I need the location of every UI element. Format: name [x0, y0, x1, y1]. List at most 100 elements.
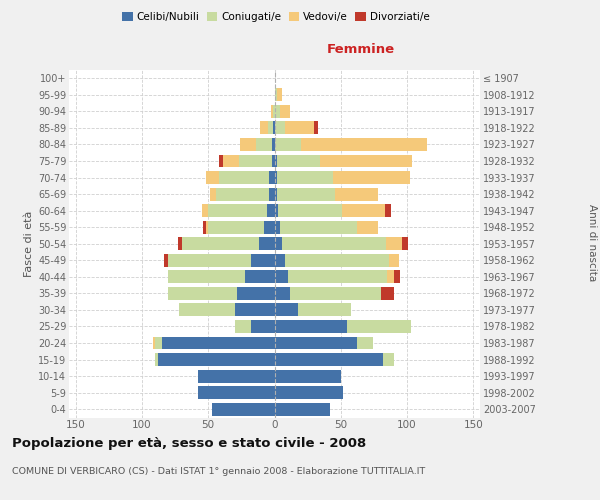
- Bar: [273, 122, 275, 134]
- Bar: [275, 353, 383, 366]
- Bar: [219, 171, 269, 184]
- Bar: [275, 287, 290, 300]
- Bar: [290, 287, 380, 300]
- Bar: [197, 370, 275, 382]
- Bar: [202, 204, 208, 217]
- Bar: [272, 154, 275, 168]
- Bar: [278, 204, 342, 217]
- Bar: [275, 270, 288, 283]
- Bar: [298, 304, 352, 316]
- Bar: [240, 138, 256, 151]
- Bar: [179, 304, 235, 316]
- Bar: [275, 254, 285, 267]
- Bar: [206, 171, 219, 184]
- Bar: [342, 204, 385, 217]
- Bar: [333, 171, 410, 184]
- Bar: [273, 105, 275, 118]
- Bar: [380, 287, 394, 300]
- Bar: [275, 386, 343, 399]
- Text: Femmine: Femmine: [327, 43, 395, 56]
- Bar: [356, 336, 373, 349]
- Bar: [208, 220, 264, 234]
- Bar: [238, 287, 275, 300]
- Bar: [389, 254, 399, 267]
- Bar: [251, 320, 275, 333]
- Bar: [314, 122, 318, 134]
- Bar: [206, 220, 208, 234]
- Bar: [223, 154, 239, 168]
- Bar: [235, 304, 275, 316]
- Bar: [275, 171, 277, 184]
- Bar: [335, 188, 378, 200]
- Bar: [178, 238, 182, 250]
- Bar: [275, 154, 277, 168]
- Bar: [283, 238, 386, 250]
- Y-axis label: Fasce di età: Fasce di età: [23, 210, 34, 277]
- Text: Anni di nascita: Anni di nascita: [587, 204, 597, 281]
- Bar: [219, 154, 223, 168]
- Bar: [264, 220, 275, 234]
- Bar: [387, 270, 394, 283]
- Bar: [162, 336, 275, 349]
- Legend: Celibi/Nubili, Coniugati/e, Vedovi/e, Divorziati/e: Celibi/Nubili, Coniugati/e, Vedovi/e, Di…: [118, 8, 434, 26]
- Bar: [155, 353, 158, 366]
- Bar: [182, 238, 259, 250]
- Bar: [269, 171, 275, 184]
- Bar: [277, 88, 283, 102]
- Bar: [251, 254, 275, 267]
- Bar: [216, 188, 269, 200]
- Bar: [266, 204, 275, 217]
- Bar: [275, 370, 341, 382]
- Bar: [275, 220, 280, 234]
- Bar: [158, 353, 275, 366]
- Bar: [212, 403, 275, 415]
- Bar: [271, 105, 273, 118]
- Bar: [385, 204, 391, 217]
- Bar: [285, 122, 314, 134]
- Bar: [347, 320, 411, 333]
- Bar: [402, 238, 409, 250]
- Bar: [383, 353, 394, 366]
- Bar: [280, 105, 290, 118]
- Bar: [155, 336, 162, 349]
- Bar: [275, 122, 285, 134]
- Bar: [320, 154, 412, 168]
- Bar: [275, 188, 277, 200]
- Bar: [280, 220, 356, 234]
- Bar: [275, 105, 280, 118]
- Bar: [272, 138, 275, 151]
- Bar: [169, 270, 245, 283]
- Bar: [209, 188, 216, 200]
- Bar: [275, 336, 356, 349]
- Bar: [275, 238, 283, 250]
- Bar: [386, 238, 402, 250]
- Bar: [203, 220, 206, 234]
- Bar: [268, 122, 273, 134]
- Bar: [285, 254, 389, 267]
- Text: COMUNE DI VERBICARO (CS) - Dati ISTAT 1° gennaio 2008 - Elaborazione TUTTITALIA.: COMUNE DI VERBICARO (CS) - Dati ISTAT 1°…: [12, 468, 425, 476]
- Bar: [169, 254, 251, 267]
- Bar: [259, 238, 275, 250]
- Bar: [208, 204, 266, 217]
- Bar: [260, 122, 268, 134]
- Bar: [269, 188, 275, 200]
- Bar: [275, 88, 277, 102]
- Bar: [152, 336, 155, 349]
- Text: Popolazione per età, sesso e stato civile - 2008: Popolazione per età, sesso e stato civil…: [12, 438, 366, 450]
- Bar: [275, 320, 347, 333]
- Bar: [275, 403, 330, 415]
- Bar: [394, 270, 400, 283]
- Bar: [245, 270, 275, 283]
- Bar: [301, 138, 427, 151]
- Bar: [169, 287, 238, 300]
- Bar: [356, 220, 378, 234]
- Bar: [277, 154, 320, 168]
- Bar: [164, 254, 169, 267]
- Bar: [275, 204, 278, 217]
- Bar: [277, 171, 333, 184]
- Bar: [235, 320, 251, 333]
- Bar: [275, 138, 301, 151]
- Bar: [288, 270, 387, 283]
- Bar: [239, 154, 272, 168]
- Bar: [277, 188, 335, 200]
